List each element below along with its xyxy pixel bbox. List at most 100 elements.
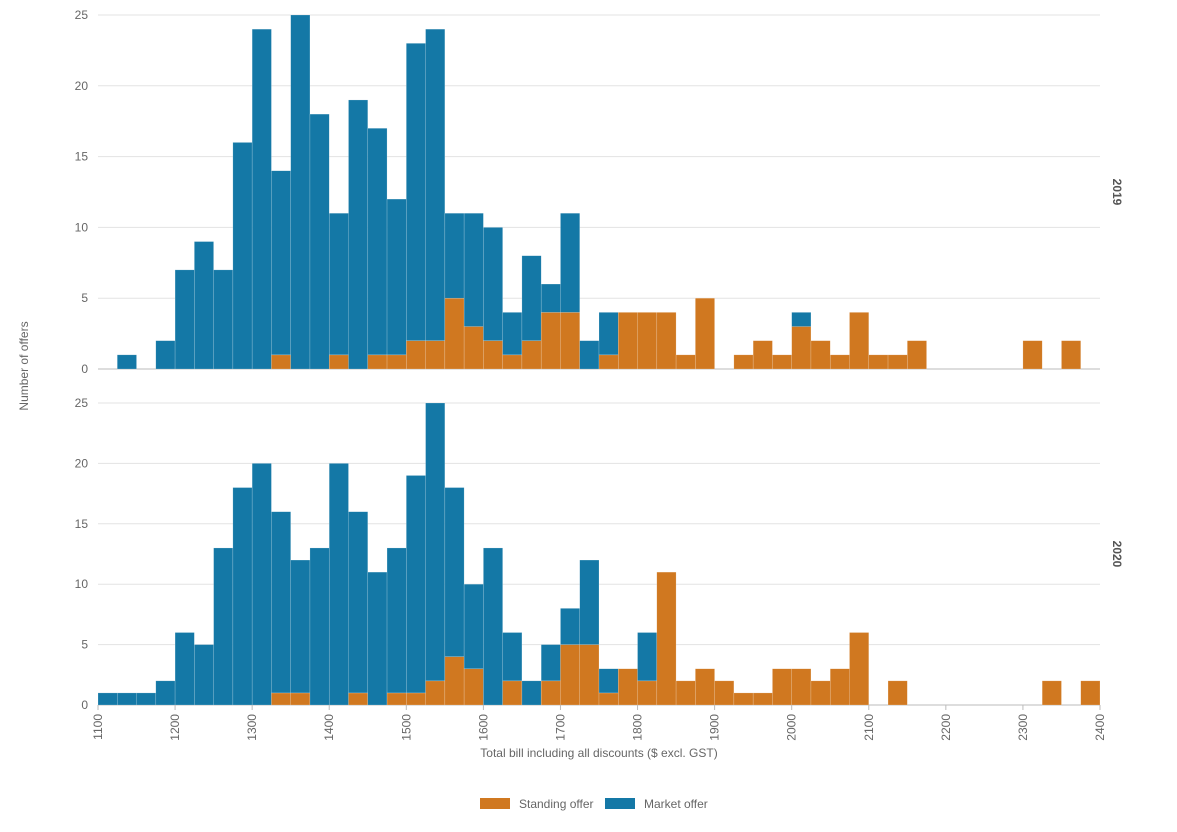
bar-market-offer	[251, 463, 272, 706]
bar-standing-offer	[868, 354, 889, 370]
bar-standing-offer	[849, 632, 870, 706]
bar-standing-offer	[540, 680, 561, 706]
legend-swatch	[480, 798, 510, 809]
bar-market-offer	[290, 14, 311, 370]
bar-standing-offer	[348, 692, 369, 706]
bar-market-offer	[309, 547, 330, 706]
x-tick-label: 2200	[939, 714, 953, 741]
bar-market-offer	[386, 547, 407, 694]
bar-market-offer	[271, 170, 291, 356]
bar-market-offer	[309, 113, 330, 370]
chart-panels: 0 5 10 15 20 25 2019 0 5 10 15 20 25 2020	[75, 8, 1124, 712]
bar-market-offer	[483, 227, 503, 341]
bar-market-offer	[483, 547, 503, 706]
bar-standing-offer	[328, 354, 349, 370]
legend-label: Standing offer	[519, 797, 594, 811]
bar-market-offer	[271, 511, 291, 694]
x-tick-label: 2100	[862, 714, 876, 741]
bar-market-offer	[386, 198, 407, 356]
bar-market-offer	[117, 692, 137, 706]
bar-standing-offer	[887, 354, 908, 370]
bar-standing-offer	[560, 312, 580, 370]
bar-standing-offer	[386, 354, 407, 370]
bar-market-offer	[367, 128, 388, 356]
bar-standing-offer	[714, 680, 735, 706]
bar-standing-offer	[598, 692, 619, 706]
bar-standing-offer	[695, 297, 715, 370]
bar-standing-offer	[425, 340, 446, 370]
bar-market-offer	[521, 255, 542, 341]
bar-market-offer	[232, 142, 253, 370]
bar-market-offer	[502, 312, 523, 356]
bar-standing-offer	[733, 354, 754, 370]
bar-standing-offer	[290, 692, 311, 706]
bar-market-offer	[598, 668, 619, 694]
bar-market-offer	[194, 644, 214, 706]
bar-market-offer	[560, 608, 580, 645]
bar-market-offer	[328, 463, 349, 706]
bar-standing-offer	[752, 340, 773, 370]
bar-standing-offer	[560, 644, 580, 706]
bar-standing-offer	[406, 340, 426, 370]
x-tick-label: 1800	[631, 714, 645, 741]
bar-standing-offer	[271, 692, 291, 706]
bar-standing-offer	[1061, 340, 1081, 370]
bar-standing-offer	[1041, 680, 1062, 706]
y-tick-label: 20	[75, 456, 89, 470]
bar-standing-offer	[791, 668, 812, 706]
bar-standing-offer	[637, 312, 658, 370]
bar-standing-offer	[271, 354, 291, 370]
bar-standing-offer	[656, 312, 677, 370]
bar-market-offer	[444, 487, 465, 657]
bar-market-offer	[406, 475, 426, 694]
bar-market-offer	[425, 28, 446, 341]
x-tick-label: 1300	[245, 714, 259, 741]
bar-standing-offer	[772, 354, 792, 370]
bar-market-offer	[174, 632, 195, 706]
y-tick-label: 25	[75, 396, 89, 410]
bar-standing-offer	[810, 680, 831, 706]
x-tick-label: 2300	[1016, 714, 1030, 741]
y-tick-label: 10	[75, 220, 89, 234]
bar-standing-offer	[521, 340, 542, 370]
bar-standing-offer	[772, 668, 792, 706]
bar-market-offer	[560, 212, 580, 313]
bar-market-offer	[213, 269, 234, 370]
bar-standing-offer	[675, 354, 696, 370]
x-tick-label: 1500	[399, 714, 413, 741]
bar-market-offer	[155, 680, 176, 706]
bar-market-offer	[348, 511, 369, 694]
legend-label: Market offer	[644, 797, 708, 811]
facet-label: 2019	[1110, 179, 1124, 206]
bar-standing-offer	[444, 297, 465, 370]
bar-market-offer	[348, 99, 369, 370]
bar-standing-offer	[656, 571, 677, 706]
bar-market-offer	[502, 632, 523, 682]
bar-standing-offer	[502, 354, 523, 370]
bar-market-offer	[540, 283, 561, 313]
bar-standing-offer	[752, 692, 773, 706]
bar-market-offer	[598, 312, 619, 356]
bar-standing-offer	[733, 692, 754, 706]
bar-market-offer	[579, 340, 600, 370]
bar-market-offer	[444, 212, 465, 299]
bar-standing-offer	[887, 680, 908, 706]
bar-standing-offer	[579, 644, 600, 706]
bar-market-offer	[521, 680, 542, 706]
bar-standing-offer	[386, 692, 407, 706]
bar-standing-offer	[1022, 340, 1043, 370]
x-tick-label: 2000	[785, 714, 799, 741]
bar-standing-offer	[483, 340, 503, 370]
panel-2019: 0 5 10 15 20 25 2019	[75, 8, 1124, 376]
bar-standing-offer	[810, 340, 831, 370]
legend: Standing offer Market offer	[480, 797, 708, 811]
y-tick-label: 25	[75, 8, 89, 22]
bar-market-offer	[251, 28, 272, 370]
bar-market-offer	[155, 340, 176, 370]
y-tick-label: 0	[81, 698, 88, 712]
bar-market-offer	[117, 354, 137, 370]
bar-standing-offer	[463, 668, 484, 706]
x-tick-label: 1100	[91, 714, 105, 740]
bar-market-offer	[425, 402, 446, 682]
